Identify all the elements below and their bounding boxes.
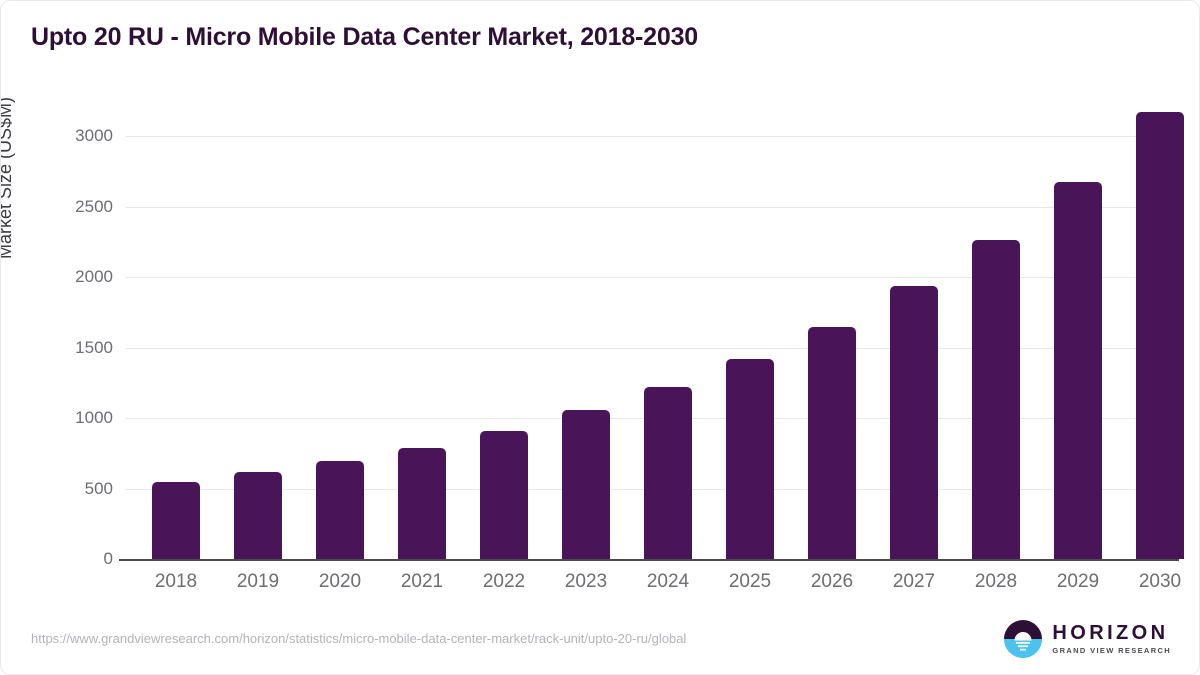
x-axis-tick-label: 2020	[318, 571, 362, 592]
y-axis-tick-label: 3000	[75, 126, 113, 145]
x-axis-tick-label: 2028	[974, 571, 1018, 592]
x-axis-line	[119, 559, 1179, 561]
bar[interactable]	[398, 447, 446, 559]
x-axis-tick-label: 2024	[646, 571, 690, 592]
horizon-logo-icon	[1003, 619, 1043, 659]
bar[interactable]	[972, 240, 1020, 559]
bar[interactable]	[1136, 112, 1184, 559]
bar[interactable]	[890, 286, 938, 559]
source-url[interactable]: https://www.grandviewresearch.com/horizo…	[31, 631, 687, 646]
gridline	[126, 347, 1176, 349]
x-axis-tick-label: 2029	[1056, 571, 1100, 592]
x-axis-tick-label: 2027	[892, 571, 936, 592]
y-axis-tick-label: 0	[103, 549, 113, 568]
x-axis-tick-label: 2030	[1138, 571, 1182, 592]
y-axis-tick-label: 2500	[75, 196, 113, 216]
logo-name: HORIZON	[1052, 622, 1169, 645]
bar[interactable]	[316, 461, 364, 559]
x-axis-tick-label: 2021	[400, 571, 444, 592]
y-axis-tick-label: 1000	[75, 408, 113, 427]
gridline	[126, 206, 1176, 208]
x-axis-tick-label: 2018	[154, 571, 198, 592]
y-axis-tick-label: 2000	[75, 267, 113, 286]
y-axis-tick-label: 500	[84, 478, 113, 498]
bar[interactable]	[1054, 182, 1102, 559]
bar[interactable]	[726, 359, 774, 559]
bar[interactable]	[480, 430, 528, 559]
x-axis-tick-label: 2023	[564, 571, 608, 592]
y-axis-label: Market Size (US$M)	[0, 96, 15, 260]
bar[interactable]	[562, 409, 610, 559]
horizon-logo-text: HORIZON GRAND VIEW RESEARCH	[1052, 623, 1171, 655]
page-title: Upto 20 RU - Micro Mobile Data Center Ma…	[31, 23, 698, 51]
bar[interactable]	[644, 386, 692, 559]
x-axis-tick-label: 2025	[728, 571, 772, 592]
x-axis-tick-label: 2019	[236, 571, 280, 592]
x-axis-tick-label: 2022	[482, 571, 526, 592]
gridline	[126, 277, 1176, 278]
gridline	[126, 136, 1176, 137]
logo-tagline: GRAND VIEW RESEARCH	[1052, 646, 1171, 656]
bar[interactable]	[234, 472, 282, 559]
bar[interactable]	[152, 482, 200, 559]
bar-series	[139, 112, 1184, 559]
y-axis-tick-label: 1500	[75, 337, 113, 357]
x-axis-tick-label: 2026	[810, 571, 854, 592]
bar[interactable]	[808, 327, 856, 559]
horizon-logo: HORIZON GRAND VIEW RESEARCH	[1003, 619, 1171, 659]
